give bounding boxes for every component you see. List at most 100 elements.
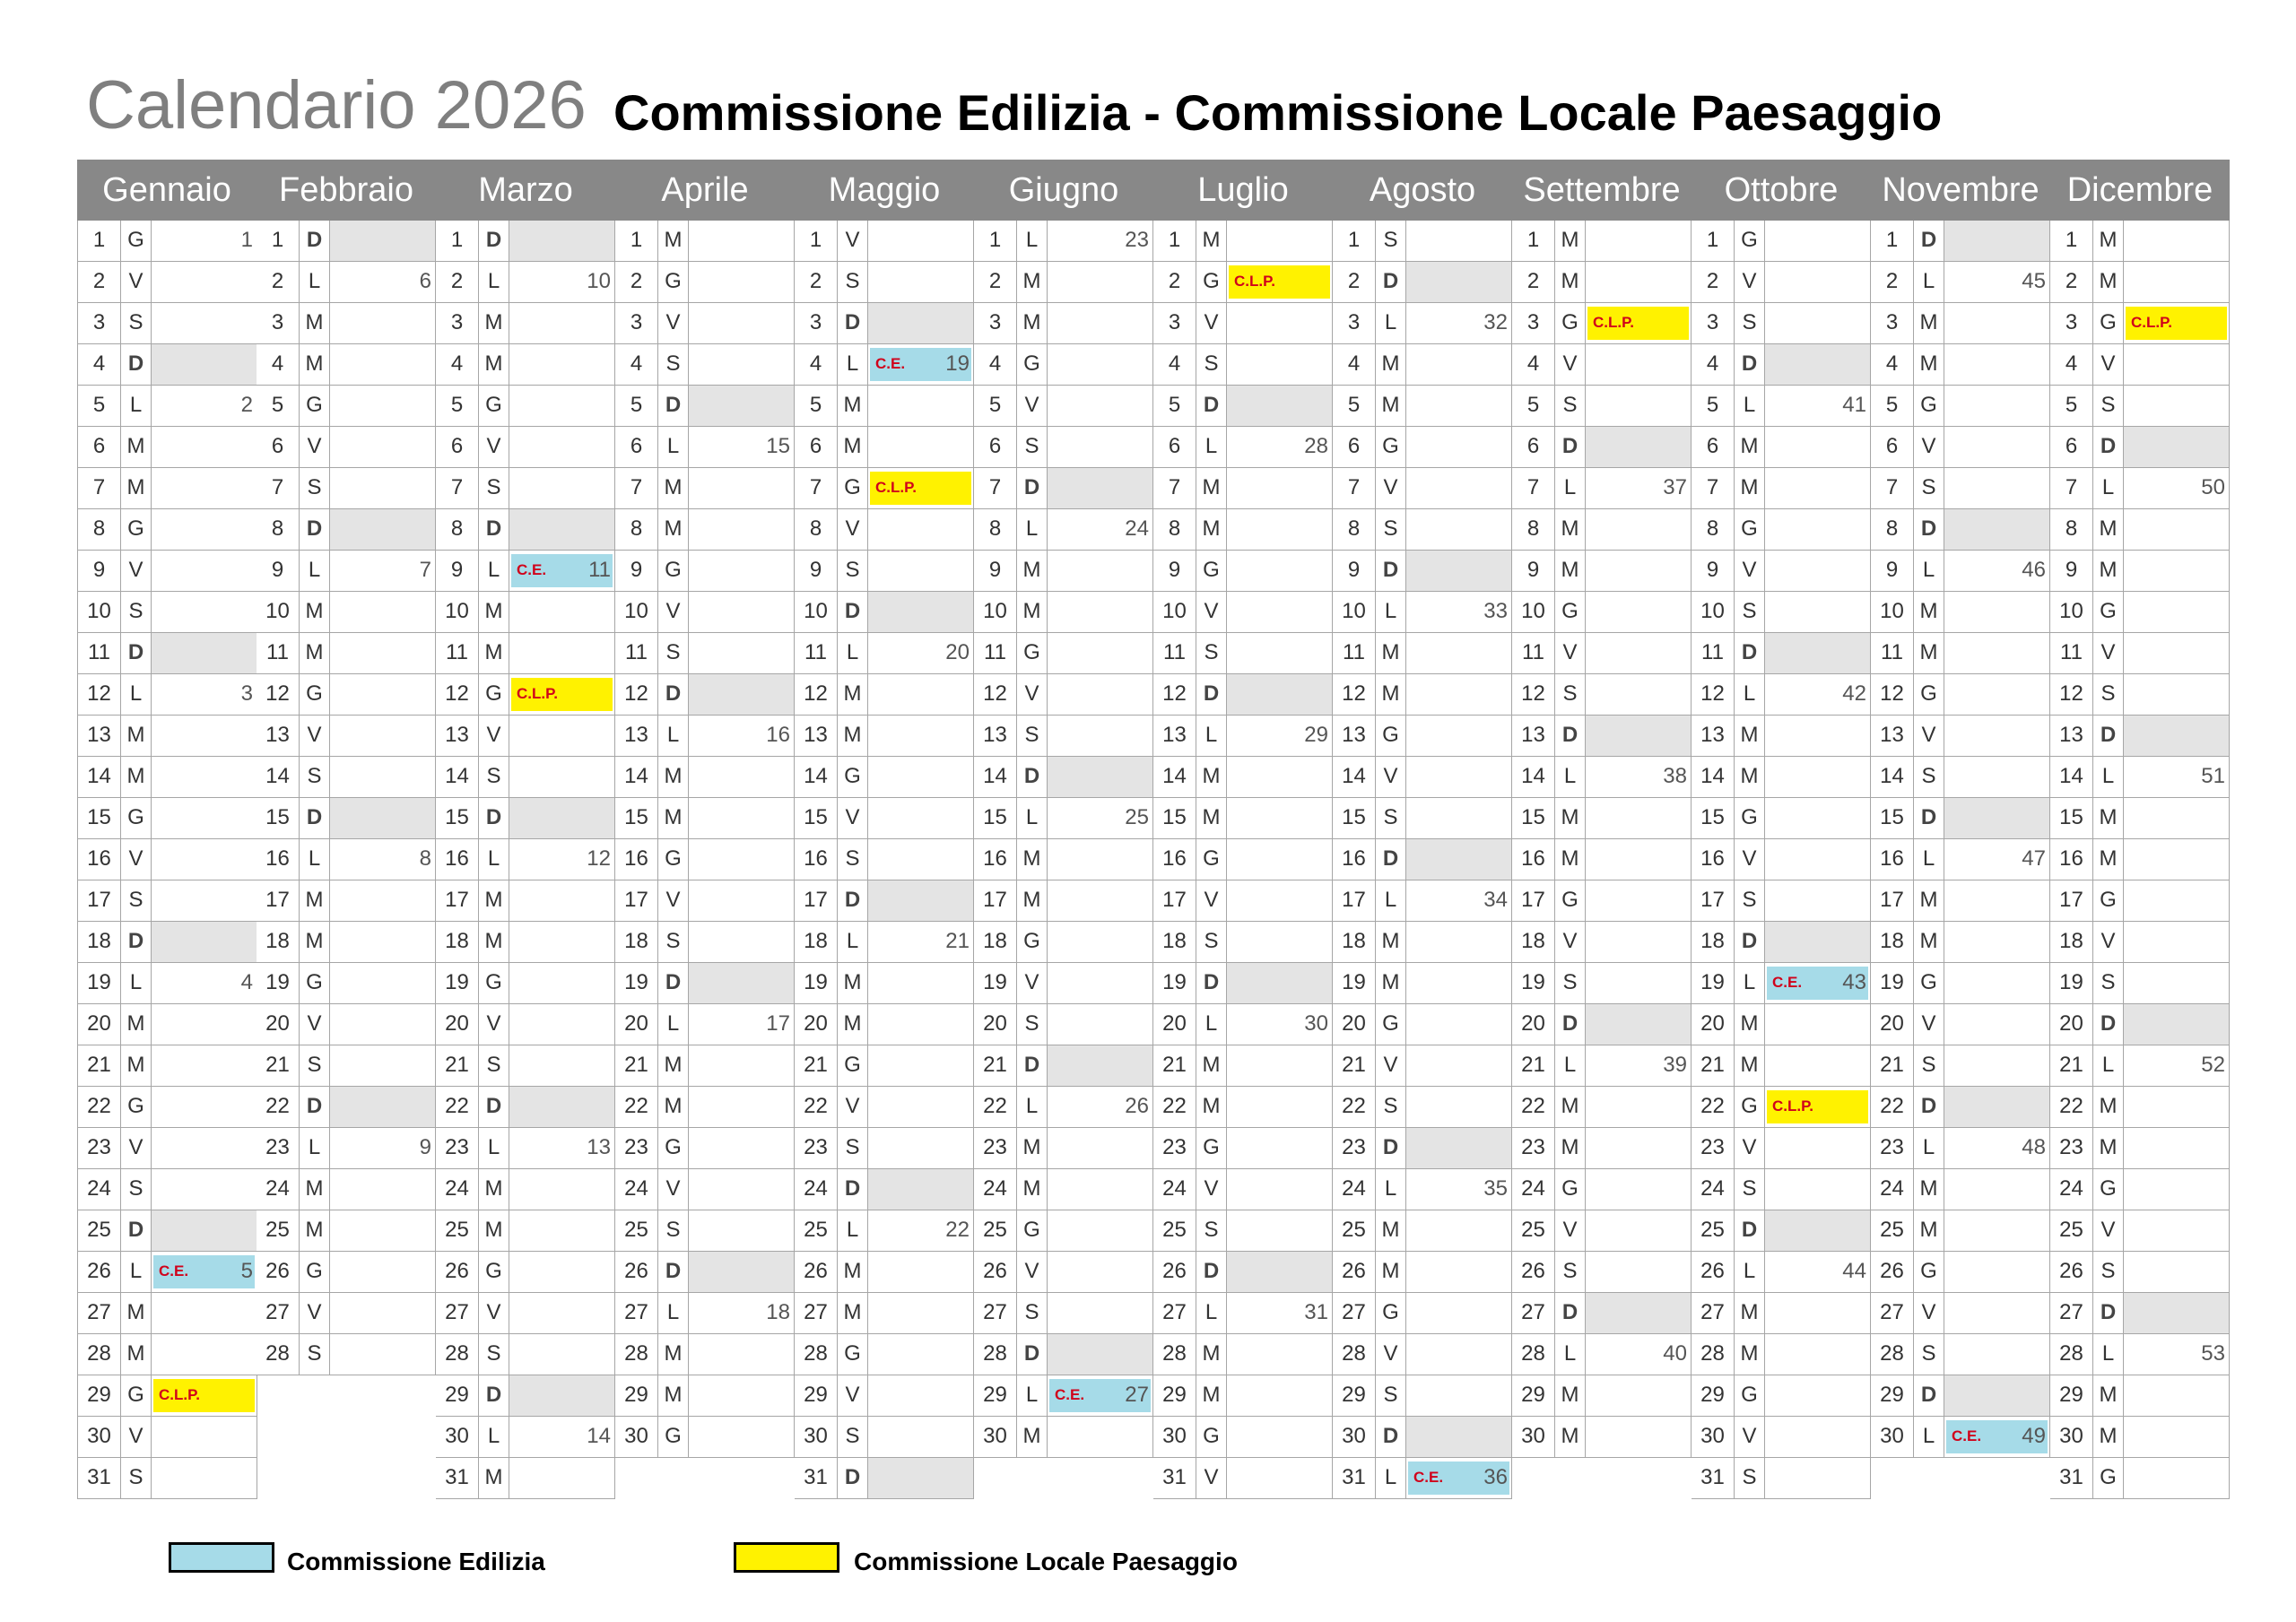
- day-note-area: 32: [1406, 303, 1511, 343]
- day-cell: 27 D: [2050, 1293, 2230, 1334]
- day-cell: 18 D: [78, 922, 257, 963]
- day-number: 23: [1512, 1128, 1555, 1168]
- day-note-area: 51: [2124, 757, 2229, 797]
- week-number: 44: [1842, 1259, 1866, 1283]
- event-commissione-locale-paesaggio: C.L.P.: [1767, 1090, 1868, 1123]
- day-number: 12: [1153, 674, 1196, 715]
- day-cell: 29 G: [1692, 1375, 1871, 1417]
- day-cell: 30 V: [1692, 1417, 1871, 1458]
- weekday-letter: L: [1376, 592, 1406, 632]
- day-note-area: [689, 386, 794, 426]
- week-number: 23: [1125, 228, 1149, 252]
- weekday-letter: M: [2093, 1128, 2124, 1168]
- day-number: 22: [1333, 1087, 1376, 1127]
- day-note-area: [1406, 1087, 1511, 1127]
- day-note-area: [1406, 344, 1511, 385]
- weekday-letter: G: [121, 798, 152, 838]
- weekday-letter: V: [1735, 1128, 1765, 1168]
- weekday-letter: M: [1196, 1375, 1227, 1416]
- weekday-letter: D: [658, 1252, 689, 1292]
- weekday-letter: D: [658, 386, 689, 426]
- day-number: 26: [436, 1252, 479, 1292]
- day-cell: 17 L 34: [1333, 880, 1512, 922]
- weekday-letter: M: [1196, 1087, 1227, 1127]
- weekday-letter: M: [2093, 798, 2124, 838]
- weekday-letter: M: [479, 1169, 509, 1210]
- day-note-area: [330, 674, 435, 715]
- day-cell: 20 M: [795, 1004, 974, 1045]
- week-number: 19: [945, 351, 970, 376]
- weekday-letter: M: [300, 1169, 330, 1210]
- weekday-letter: S: [1735, 1458, 1765, 1498]
- day-number: 17: [795, 880, 838, 921]
- day-number: 7: [1871, 468, 1914, 508]
- weekday-letter: G: [1555, 303, 1586, 343]
- day-number: 11: [1692, 633, 1735, 673]
- weekday-letter: G: [658, 839, 689, 880]
- day-number: 2: [257, 262, 300, 302]
- day-cell: 22 M: [1512, 1087, 1692, 1128]
- day-number: 22: [795, 1087, 838, 1127]
- weekday-letter: V: [838, 1087, 868, 1127]
- day-cell: 9 L C.E. 11: [436, 551, 615, 592]
- day-note-area: [152, 1417, 257, 1457]
- day-cell: 10 V: [615, 592, 795, 633]
- day-number: 19: [1153, 963, 1196, 1003]
- day-note-area: [1048, 303, 1152, 343]
- day-number: 10: [1512, 592, 1555, 632]
- day-number: 16: [2050, 839, 2093, 880]
- day-number: 11: [1512, 633, 1555, 673]
- day-number: 3: [615, 303, 658, 343]
- day-number: 22: [257, 1087, 300, 1127]
- weekday-letter: D: [1735, 922, 1765, 962]
- weekday-letter: G: [658, 551, 689, 591]
- day-number: 19: [795, 963, 838, 1003]
- day-number: 4: [78, 344, 121, 385]
- day-cell: 21 S: [257, 1045, 436, 1087]
- day-number: 10: [78, 592, 121, 632]
- day-note-area: [1765, 509, 1870, 550]
- weekday-letter: V: [1914, 716, 1944, 756]
- day-cell: 16 M: [1512, 839, 1692, 880]
- weekday-letter: L: [121, 674, 152, 715]
- day-note-area: C.L.P.: [2124, 303, 2229, 343]
- day-cell: 30 L 14: [436, 1417, 615, 1458]
- page-subtitle: Commissione Edilizia - Commissione Local…: [613, 84, 1943, 141]
- day-note-area: [2124, 262, 2229, 302]
- day-cell: 26 L 44: [1692, 1252, 1871, 1293]
- day-note-area: 26: [1048, 1087, 1152, 1127]
- day-cell: 15 D: [436, 798, 615, 839]
- day-number: 4: [974, 344, 1017, 385]
- day-cell: 28 G: [795, 1334, 974, 1375]
- day-cell: 28 S: [1871, 1334, 2050, 1375]
- weekday-letter: G: [300, 386, 330, 426]
- day-note-area: 10: [509, 262, 614, 302]
- day-cell: 14 M: [615, 757, 795, 798]
- day-number: 12: [1692, 674, 1735, 715]
- day-cell: 27 M: [795, 1293, 974, 1334]
- day-number: 5: [615, 386, 658, 426]
- day-number: 21: [974, 1045, 1017, 1086]
- day-cell: 13 L 29: [1153, 716, 1333, 757]
- weekday-letter: G: [300, 674, 330, 715]
- day-number: 26: [1512, 1252, 1555, 1292]
- weekday-letter: M: [1555, 551, 1586, 591]
- weekday-letter: S: [1914, 468, 1944, 508]
- day-cell: 10 V: [1153, 592, 1333, 633]
- weekday-letter: S: [1196, 344, 1227, 385]
- day-cell: 13 D: [2050, 716, 2230, 757]
- day-note-area: 21: [868, 922, 973, 962]
- day-cell: 19 L C.E. 43: [1692, 963, 1871, 1004]
- day-number: 16: [615, 839, 658, 880]
- weekday-letter: G: [1914, 386, 1944, 426]
- weekday-letter: M: [1376, 963, 1406, 1003]
- day-number: 16: [1333, 839, 1376, 880]
- weekday-letter: L: [658, 716, 689, 756]
- day-number: 30: [974, 1417, 1017, 1457]
- day-number: 13: [795, 716, 838, 756]
